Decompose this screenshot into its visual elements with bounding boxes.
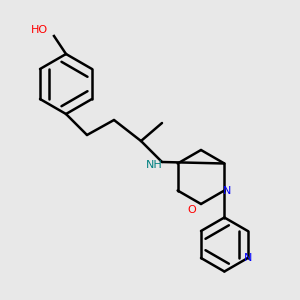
- Text: HO: HO: [30, 25, 48, 35]
- Text: NH: NH: [146, 160, 163, 170]
- Text: O: O: [188, 205, 196, 215]
- Text: N: N: [223, 185, 232, 196]
- Text: N: N: [244, 253, 252, 263]
